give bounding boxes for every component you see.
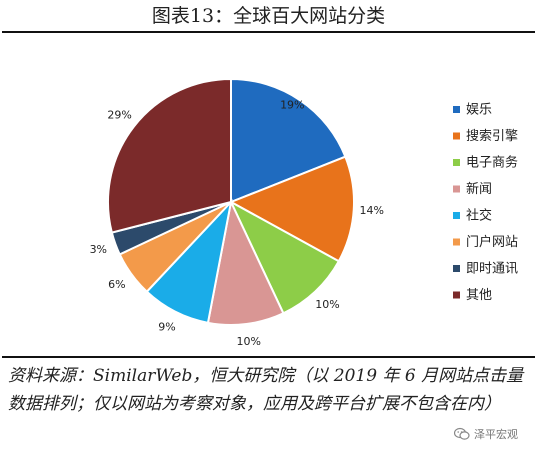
slice-label-0: 19% bbox=[280, 98, 304, 111]
slice-label-2: 10% bbox=[315, 298, 339, 311]
legend-swatch-1 bbox=[453, 132, 460, 140]
legend-label-7: 其他 bbox=[466, 288, 492, 303]
watermark: 泽平宏观 bbox=[454, 423, 518, 445]
source-note: 资料来源：SimilarWeb，恒大研究院（以 2019 年 6 月网站点击量数… bbox=[8, 366, 524, 414]
legend-label-3: 新闻 bbox=[466, 181, 492, 197]
legend-swatch-7 bbox=[453, 291, 460, 299]
legend-swatch-0 bbox=[453, 106, 460, 113]
pie-slice-7 bbox=[107, 77, 232, 234]
legend-label-4: 社交 bbox=[466, 208, 492, 224]
legend-label-0: 娱乐 bbox=[466, 103, 492, 118]
legend-label-1: 搜索引擎 bbox=[466, 129, 518, 144]
slice-label-6: 3% bbox=[90, 243, 107, 256]
legend-swatch-6 bbox=[453, 265, 460, 272]
pie-chart: 19% 14% 10% 10% 9% 6% 3% 29% 娱乐搜索引擎电子商务新闻社交门户网站… bbox=[90, 77, 518, 348]
slice-label-7: 29% bbox=[107, 109, 131, 122]
pie-slices bbox=[107, 77, 355, 326]
chart-title: 图表13：全球百大网站分类 bbox=[151, 5, 386, 27]
legend-swatch-2 bbox=[453, 159, 460, 166]
slice-label-4: 9% bbox=[158, 321, 175, 334]
pie-labels: 19% 14% 10% 10% 9% 6% 3% 29% bbox=[90, 98, 384, 348]
legend-swatch-3 bbox=[453, 185, 460, 193]
bottom-rule bbox=[2, 356, 535, 358]
top-rule bbox=[2, 31, 535, 33]
slice-label-5: 6% bbox=[108, 278, 125, 291]
slice-label-3: 10% bbox=[236, 335, 260, 348]
wechat-icon bbox=[454, 427, 470, 440]
watermark-text: 泽平宏观 bbox=[474, 428, 518, 441]
legend-swatch-5 bbox=[453, 238, 460, 246]
pie-slice-0 bbox=[230, 77, 347, 204]
slice-label-1: 14% bbox=[359, 204, 383, 217]
legend-label-5: 门户网站 bbox=[466, 234, 518, 250]
legend-label-2: 电子商务 bbox=[466, 155, 518, 171]
legend-swatch-4 bbox=[453, 212, 460, 219]
pie-slice-2 bbox=[228, 199, 341, 315]
legend-label-6: 即时通讯 bbox=[466, 262, 518, 277]
pie-slice-3 bbox=[206, 198, 285, 326]
pie-slice-1 bbox=[228, 155, 355, 263]
